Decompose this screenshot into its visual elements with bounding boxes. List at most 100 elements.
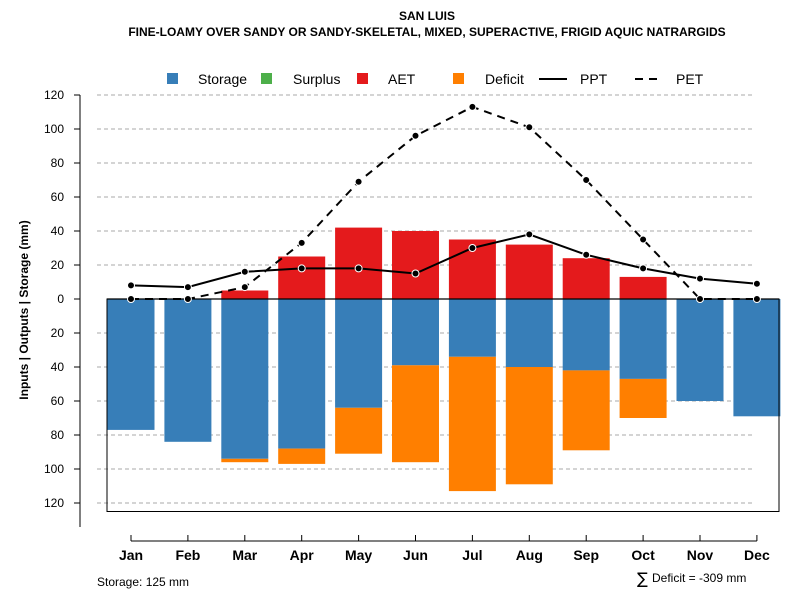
- ppt-point: [297, 264, 306, 273]
- storage-bar-oct: [619, 299, 667, 379]
- pet-point: [354, 177, 363, 186]
- deficit-bar-oct: [619, 378, 667, 418]
- aet-bar-sep: [562, 258, 610, 299]
- pet-point: [696, 295, 704, 303]
- storage-bar-apr: [278, 299, 326, 449]
- deficit-bar-apr: [278, 448, 326, 464]
- aet-bar-may: [335, 227, 383, 299]
- deficit-bar-aug: [505, 367, 553, 485]
- y-tick-label: 120: [44, 496, 64, 510]
- aet-bar-aug: [505, 244, 553, 299]
- pet-point: [525, 123, 534, 132]
- ppt-point: [240, 267, 249, 276]
- aet-bar-mar: [221, 290, 269, 299]
- x-tick-label-jul: Jul: [462, 547, 482, 563]
- storage-bar-jul: [448, 299, 496, 357]
- legend-label-pet: PET: [676, 71, 704, 87]
- y-tick-label: 60: [51, 190, 65, 204]
- ppt-point: [525, 230, 534, 239]
- aet-bar-oct: [619, 276, 667, 299]
- x-tick-label-feb: Feb: [175, 547, 200, 563]
- x-tick-label-jan: Jan: [119, 547, 143, 563]
- series-lines: [127, 102, 761, 303]
- storage-bar-feb: [164, 299, 212, 442]
- y-tick-label: 100: [44, 462, 64, 476]
- x-tick-label-jun: Jun: [403, 547, 428, 563]
- pet-point: [752, 295, 761, 303]
- storage-bar-nov: [676, 299, 724, 401]
- deficit-bar-may: [335, 407, 383, 454]
- deficit-bar-jul: [448, 356, 496, 492]
- pet-point: [468, 102, 477, 111]
- y-tick-label: 80: [51, 156, 65, 170]
- ppt-point: [752, 279, 761, 288]
- pet-point: [639, 235, 648, 244]
- y-tick-label: 40: [51, 360, 65, 374]
- ppt-point: [639, 264, 648, 273]
- aet-bar-apr: [278, 256, 326, 299]
- pet-point: [582, 176, 591, 184]
- x-tick-label-dec: Dec: [744, 547, 770, 563]
- legend-label-ppt: PPT: [580, 71, 608, 87]
- plot-frame: [106, 298, 780, 512]
- y-tick-label: 40: [51, 224, 65, 238]
- legend-swatch-deficit: [453, 73, 464, 84]
- deficit-bar-jun: [392, 365, 439, 463]
- y-tick-label: 120: [44, 88, 64, 102]
- deficit-annotation: Deficit = -309 mm: [652, 571, 746, 585]
- storage-annotation: Storage: 125 mm: [97, 575, 189, 589]
- y-tick-label: 80: [51, 428, 65, 442]
- ppt-line: [130, 233, 757, 289]
- ppt-point: [468, 244, 477, 252]
- x-tick-label-apr: Apr: [290, 547, 315, 563]
- legend-swatch-surplus: [261, 73, 272, 84]
- y-tick-label: 0: [57, 292, 64, 306]
- legend-swatch-aet: [357, 73, 368, 84]
- x-tick-label-sep: Sep: [573, 547, 599, 563]
- legend-label-storage: Storage: [198, 71, 247, 87]
- x-tick-label-aug: Aug: [516, 547, 543, 563]
- ppt-point: [183, 283, 192, 292]
- deficit-bar-sep: [562, 370, 610, 451]
- x-tick-label-nov: Nov: [687, 547, 714, 563]
- pet-point: [297, 238, 306, 247]
- x-tick-label-mar: Mar: [232, 547, 257, 563]
- legend: Storage Surplus AET Deficit PPT PET: [167, 71, 704, 87]
- chart-subtitle: FINE-LOAMY OVER SANDY OR SANDY-SKELETAL,…: [128, 25, 725, 39]
- legend-swatch-storage: [167, 73, 178, 84]
- legend-label-surplus: Surplus: [293, 71, 340, 87]
- storage-bar-sep: [562, 299, 610, 371]
- storage-bar-aug: [505, 299, 553, 367]
- aet-bar-jun: [392, 231, 439, 299]
- pet-point: [183, 295, 192, 303]
- ppt-point: [354, 264, 363, 273]
- y-axis-label: Inputs | Outputs | Storage (mm): [17, 220, 31, 399]
- y-tick-label: 20: [51, 258, 65, 272]
- ppt-point: [127, 281, 135, 290]
- pet-point: [127, 295, 135, 303]
- bars: [107, 227, 781, 492]
- sigma-symbol: ∑: [637, 569, 648, 588]
- storage-bar-jan: [107, 299, 155, 430]
- x-tick-label-may: May: [345, 547, 372, 563]
- y-tick-label: 100: [44, 122, 64, 136]
- y-tick-label: 60: [51, 394, 65, 408]
- ppt-point: [582, 250, 591, 259]
- storage-bar-jun: [392, 299, 439, 366]
- x-tick-label-oct: Oct: [631, 547, 655, 563]
- ppt-point: [411, 269, 420, 278]
- legend-label-deficit: Deficit: [485, 71, 524, 87]
- x-axis: Jan Feb Mar Apr May Jun Jul Aug Sep Oct Nov Dec: [119, 535, 770, 563]
- deficit-bar-mar: [221, 458, 269, 463]
- storage-bar-dec: [733, 299, 781, 417]
- y-tick-label: 20: [51, 326, 65, 340]
- pet-point: [411, 131, 420, 140]
- ppt-point: [696, 274, 704, 283]
- legend-label-aet: AET: [388, 71, 416, 87]
- chart-title: SAN LUIS: [399, 9, 455, 23]
- storage-bar-may: [335, 299, 383, 408]
- y-axis: 120 100 80 60 40 20 0 20 40 60 80 100 120: [44, 88, 81, 527]
- pet-line: [131, 105, 757, 300]
- pet-point: [240, 283, 249, 292]
